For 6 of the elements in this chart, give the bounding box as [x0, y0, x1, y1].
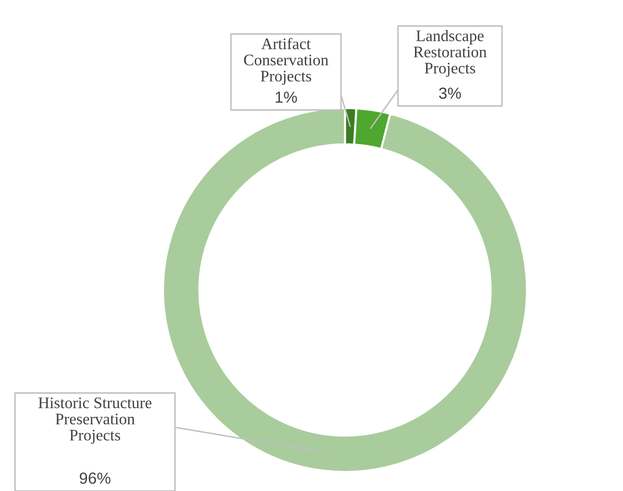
data-label: 3%: [439, 88, 461, 99]
slice-label: Historic Structure Preservation Projects: [38, 398, 152, 444]
slice-label: Landscape Restoration Projects: [414, 30, 487, 77]
data-label: 96%: [80, 472, 110, 484]
data-label: 1%: [276, 92, 297, 103]
slice-label: Artifact Conservation Projects: [244, 38, 328, 85]
